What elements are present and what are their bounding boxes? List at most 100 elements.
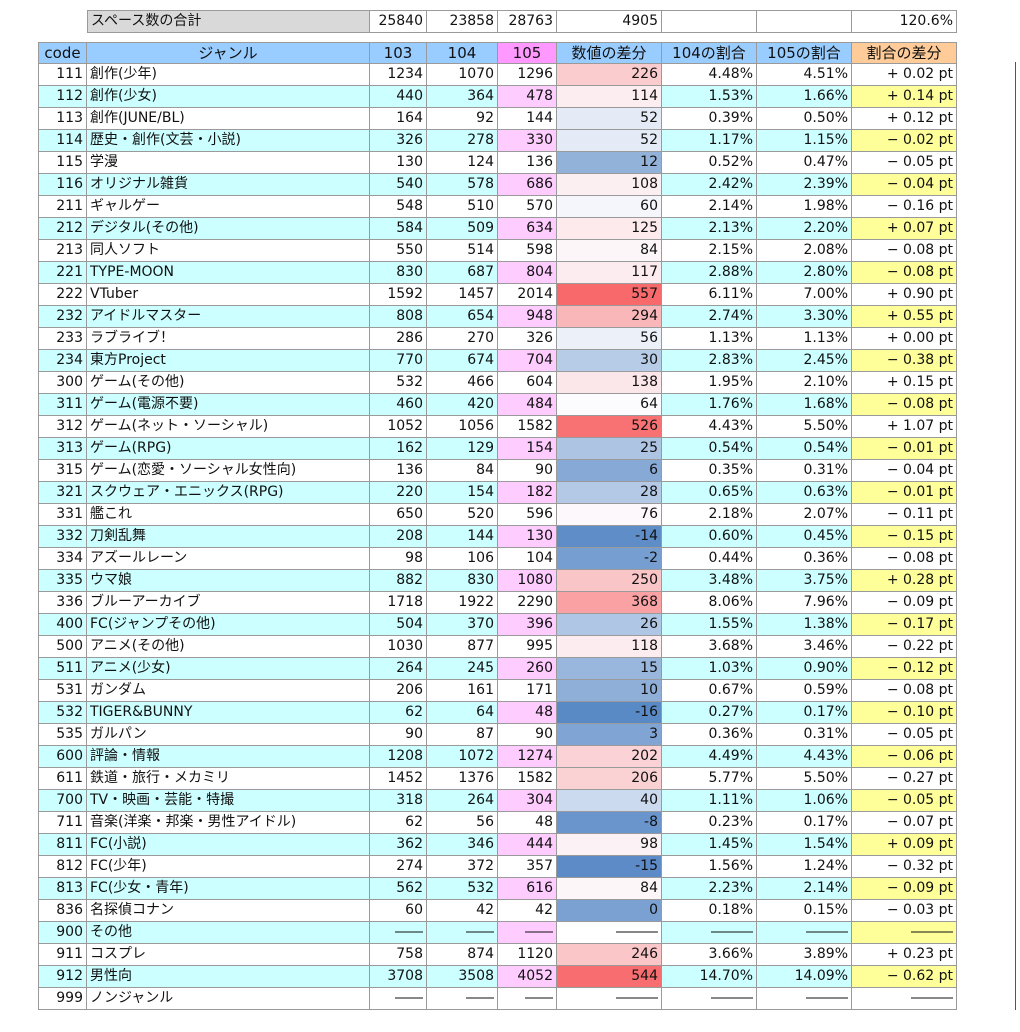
count-105: 686	[498, 174, 557, 196]
count-105: 484	[498, 394, 557, 416]
count-103: 90	[370, 724, 427, 746]
header-cell: 104の割合	[662, 42, 757, 64]
ratio-diff: + 0.09 pt	[852, 834, 957, 856]
count-104: 84	[427, 460, 498, 482]
ratio-105: 1.13%	[757, 328, 852, 350]
ratio-105: 2.20%	[757, 218, 852, 240]
genre: FC(小説)	[87, 834, 370, 856]
ratio-104: 0.36%	[662, 724, 757, 746]
count-104: ――	[427, 922, 498, 944]
count-103: 540	[370, 174, 427, 196]
code: 233	[38, 328, 87, 350]
count-105: 616	[498, 878, 557, 900]
code: 114	[38, 130, 87, 152]
ratio-diff: − 0.16 pt	[852, 196, 957, 218]
code: 321	[38, 482, 87, 504]
ratio-104: 1.56%	[662, 856, 757, 878]
ratio-diff: − 0.27 pt	[852, 768, 957, 790]
count-104: 270	[427, 328, 498, 350]
count-diff: 0	[557, 900, 662, 922]
ratio-104: 0.65%	[662, 482, 757, 504]
genre: ゲーム(RPG)	[87, 438, 370, 460]
ratio-104: ―――	[662, 988, 757, 1010]
edge-line	[1015, 62, 1016, 1010]
code: 211	[38, 196, 87, 218]
code: 116	[38, 174, 87, 196]
header-cell: 105の割合	[757, 42, 852, 64]
count-diff: 294	[557, 306, 662, 328]
count-103: 830	[370, 262, 427, 284]
code: 335	[38, 570, 87, 592]
ratio-diff: − 0.05 pt	[852, 152, 957, 174]
code: 113	[38, 108, 87, 130]
ratio-105: 14.09%	[757, 966, 852, 988]
count-diff: 84	[557, 240, 662, 262]
count-105: 1274	[498, 746, 557, 768]
count-104: 509	[427, 218, 498, 240]
genre: ゲーム(その他)	[87, 372, 370, 394]
count-103: 318	[370, 790, 427, 812]
genre: 歴史・創作(文芸・小説)	[87, 130, 370, 152]
code: 400	[38, 614, 87, 636]
count-104: 654	[427, 306, 498, 328]
genre: 音楽(洋楽・邦楽・男性アイドル)	[87, 812, 370, 834]
genre: 評論・情報	[87, 746, 370, 768]
ratio-diff: − 0.17 pt	[852, 614, 957, 636]
ratio-105: 1.38%	[757, 614, 852, 636]
count-103: 164	[370, 108, 427, 130]
count-104: 264	[427, 790, 498, 812]
ratio-104: 2.18%	[662, 504, 757, 526]
ratio-105: 0.36%	[757, 548, 852, 570]
ratio-104: 1.11%	[662, 790, 757, 812]
ratio-105: 4.43%	[757, 746, 852, 768]
count-104: 278	[427, 130, 498, 152]
code: 312	[38, 416, 87, 438]
count-diff: 28	[557, 482, 662, 504]
ratio-104: 1.76%	[662, 394, 757, 416]
code: 300	[38, 372, 87, 394]
ratio-104: 2.23%	[662, 878, 757, 900]
code: 111	[38, 64, 87, 86]
code: 115	[38, 152, 87, 174]
genre: ブルーアーカイブ	[87, 592, 370, 614]
count-diff: -8	[557, 812, 662, 834]
ratio-diff: + 1.07 pt	[852, 416, 957, 438]
count-105: 130	[498, 526, 557, 548]
header-cell: 割合の差分	[852, 42, 957, 64]
count-diff: -2	[557, 548, 662, 570]
count-diff: 6	[557, 460, 662, 482]
ratio-diff: − 0.05 pt	[852, 790, 957, 812]
count-105: 604	[498, 372, 557, 394]
count-103: 60	[370, 900, 427, 922]
count-104: 1922	[427, 592, 498, 614]
count-diff: ―――	[557, 988, 662, 1010]
genre: FC(少女・青年)	[87, 878, 370, 900]
ratio-105: 0.31%	[757, 460, 852, 482]
ratio-diff: − 0.08 pt	[852, 262, 957, 284]
code: 813	[38, 878, 87, 900]
count-diff: 226	[557, 64, 662, 86]
ratio-104: 3.48%	[662, 570, 757, 592]
ratio-diff: ―――	[852, 988, 957, 1010]
count-104: 64	[427, 702, 498, 724]
genre: その他	[87, 922, 370, 944]
ratio-diff: − 0.32 pt	[852, 856, 957, 878]
count-diff: 368	[557, 592, 662, 614]
count-103: 548	[370, 196, 427, 218]
count-103: 362	[370, 834, 427, 856]
ratio-104: 4.49%	[662, 746, 757, 768]
genre: ゲーム(ネット・ソーシャル)	[87, 416, 370, 438]
code: 315	[38, 460, 87, 482]
genre: FC(少年)	[87, 856, 370, 878]
count-diff: 26	[557, 614, 662, 636]
count-103: 3708	[370, 966, 427, 988]
count-105: 136	[498, 152, 557, 174]
count-105: 1582	[498, 768, 557, 790]
ratio-104: 1.55%	[662, 614, 757, 636]
ratio-104: 4.43%	[662, 416, 757, 438]
ratio-diff: − 0.03 pt	[852, 900, 957, 922]
ratio-105: 1.68%	[757, 394, 852, 416]
count-diff: 52	[557, 130, 662, 152]
count-104: ――	[427, 988, 498, 1010]
genre: デジタル(その他)	[87, 218, 370, 240]
